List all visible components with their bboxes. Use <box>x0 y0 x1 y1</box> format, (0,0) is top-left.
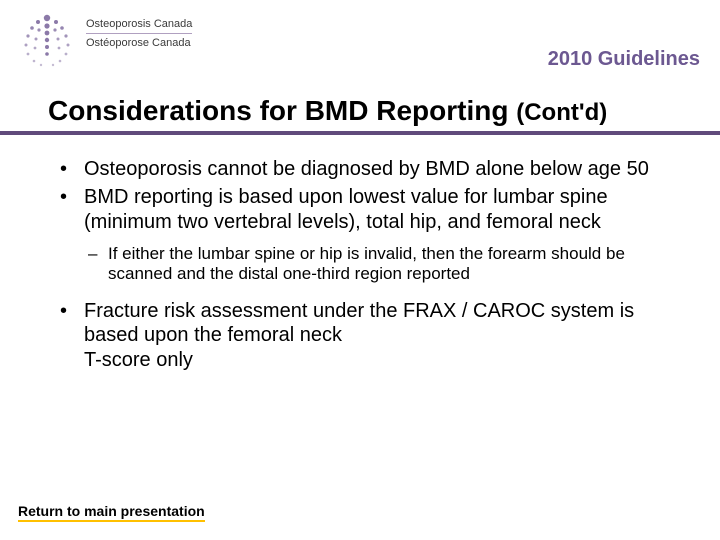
bullet-item: BMD reporting is based upon lowest value… <box>56 185 680 234</box>
bullet-list-after: Fracture risk assessment under the FRAX … <box>56 299 680 372</box>
guidelines-label: 2010 Guidelines <box>548 48 700 71</box>
page-title: Considerations for BMD Reporting (Cont'd… <box>48 96 702 127</box>
bullet-list: Osteoporosis cannot be diagnosed by BMD … <box>56 157 680 234</box>
title-cont: (Cont'd) <box>516 99 607 126</box>
sub-bullet-item: If either the lumbar spine or hip is inv… <box>56 244 680 285</box>
bullet-item: Osteoporosis cannot be diagnosed by BMD … <box>56 157 680 181</box>
sub-bullet-list: If either the lumbar spine or hip is inv… <box>56 244 680 285</box>
org-logo-icon <box>18 12 76 70</box>
logo-text-en: Osteoporosis Canada <box>86 18 192 34</box>
header: Osteoporosis Canada Ostéoporose Canada 2… <box>0 0 720 90</box>
return-link[interactable]: Return to main presentation <box>18 503 205 522</box>
bullet-item: Fracture risk assessment under the FRAX … <box>56 299 680 372</box>
title-main: Considerations for BMD Reporting <box>48 95 516 126</box>
content-area: Osteoporosis cannot be diagnosed by BMD … <box>0 135 720 372</box>
logo-text-fr: Ostéoporose Canada <box>86 36 192 49</box>
title-block: Considerations for BMD Reporting (Cont'd… <box>0 90 720 127</box>
logo-text-block: Osteoporosis Canada Ostéoporose Canada <box>86 18 192 49</box>
